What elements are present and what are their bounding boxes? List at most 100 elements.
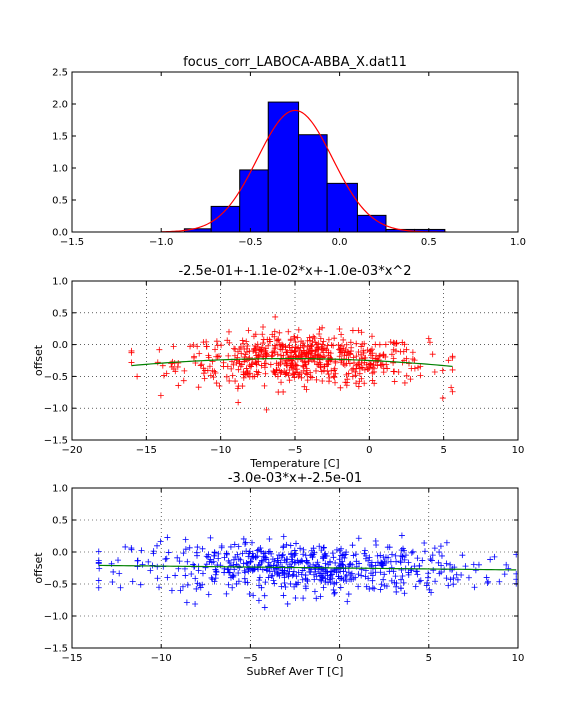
fit-curve <box>98 564 517 571</box>
scatter-point <box>229 584 236 591</box>
scatter-point <box>218 544 225 551</box>
scatter-point <box>312 347 319 354</box>
scatter-point <box>195 567 202 574</box>
scatter-point <box>262 345 269 352</box>
scatter-point <box>200 370 207 377</box>
scatter-point <box>322 550 329 557</box>
scatter-point <box>380 576 387 583</box>
scatter-point <box>361 547 368 554</box>
y-tick-label: 0.5 <box>52 516 68 527</box>
scatter-point <box>160 372 167 379</box>
scatter-point <box>430 567 437 574</box>
scatter-point <box>377 569 384 576</box>
scatter-point <box>249 553 256 560</box>
scatter-point <box>291 348 298 355</box>
scatter-point <box>315 340 322 347</box>
scatter-point <box>373 352 380 359</box>
scatter-point <box>331 590 338 597</box>
scatter-point <box>245 327 252 334</box>
scatter-point <box>225 328 232 335</box>
scatter-point <box>378 562 385 569</box>
scatter-point <box>314 559 321 566</box>
scatter-point <box>375 356 382 363</box>
scatter-point <box>271 369 278 376</box>
scatter-point <box>310 545 317 552</box>
scatter-point <box>245 568 252 575</box>
scatter-point <box>287 542 294 549</box>
scatter-point <box>496 578 503 585</box>
scatter-point <box>313 595 320 602</box>
scatter-point <box>281 368 288 375</box>
scatter-point <box>319 341 326 348</box>
scatter-point <box>235 569 242 576</box>
scatter-point <box>399 339 406 346</box>
scatter-point <box>240 371 247 378</box>
scatter-point <box>243 348 250 355</box>
scatter-point <box>295 579 302 586</box>
scatter-point <box>225 352 232 359</box>
scatter-point <box>325 336 332 343</box>
scatter-point <box>199 570 206 577</box>
scatter-point <box>288 563 295 570</box>
scatter-point <box>358 566 365 573</box>
scatter-point <box>271 568 278 575</box>
scatter-point <box>347 339 354 346</box>
scatter-point <box>343 371 350 378</box>
scatter-point <box>182 572 189 579</box>
scatter-point <box>109 578 116 585</box>
scatter-point <box>359 364 366 371</box>
scatter-point <box>274 351 281 358</box>
scatter-point <box>358 329 365 336</box>
scatter-point <box>122 543 129 550</box>
scatter-point <box>369 577 376 584</box>
scatter-point <box>240 340 247 347</box>
scatter-point <box>230 361 237 368</box>
scatter-point <box>371 365 378 372</box>
scatter-point <box>397 585 404 592</box>
scatter-point <box>297 344 304 351</box>
scatter-point <box>448 384 455 391</box>
scatter-point <box>150 548 157 555</box>
scatter-point <box>413 568 420 575</box>
scatter-point <box>242 539 249 546</box>
scatter-point <box>280 570 287 577</box>
scatter-point <box>331 365 338 372</box>
scatter-point <box>321 345 328 352</box>
scatter-point <box>134 557 141 564</box>
ticks <box>71 71 519 233</box>
scatter-point <box>259 340 266 347</box>
scatter-point <box>302 572 309 579</box>
scatter-point <box>261 592 268 599</box>
scatter-point <box>291 552 298 559</box>
scatter-point <box>449 388 456 395</box>
scatter-point <box>270 348 277 355</box>
scatter-point <box>237 556 244 563</box>
scatter-point <box>392 552 399 559</box>
scatter-point <box>338 342 345 349</box>
scatter-point <box>465 574 472 581</box>
scatter-point <box>352 551 359 558</box>
scatter-point <box>244 579 251 586</box>
scatter-point <box>412 583 419 590</box>
scatter-point <box>350 575 357 582</box>
scatter-point <box>300 342 307 349</box>
scatter-point <box>129 578 136 585</box>
scatter-point <box>376 353 383 360</box>
scatter-point <box>95 548 102 555</box>
scatter-point <box>311 588 318 595</box>
scatter-point <box>447 576 454 583</box>
scatter-point <box>236 564 243 571</box>
scatter-point <box>283 362 290 369</box>
scatter-point <box>291 374 298 381</box>
plot-area <box>161 101 447 232</box>
scatter-point <box>417 372 424 379</box>
scatter-point <box>307 342 314 349</box>
scatter-points <box>128 313 456 413</box>
scatter-point <box>331 589 338 596</box>
scatter-point <box>401 556 408 563</box>
scatter-point <box>208 559 215 566</box>
scatter-point <box>428 557 435 564</box>
ticks <box>71 487 519 649</box>
scatter-point <box>154 575 161 582</box>
scatter-point <box>227 562 234 569</box>
